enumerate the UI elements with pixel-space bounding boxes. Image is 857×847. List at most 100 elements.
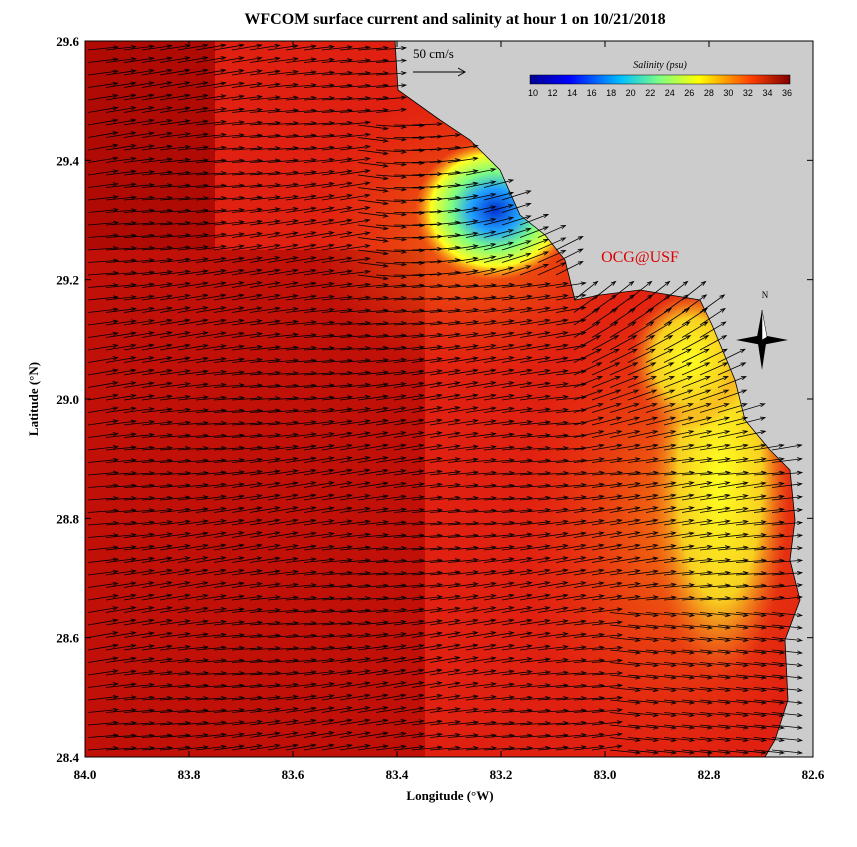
current-arrow [267, 506, 299, 513]
current-arrow [429, 418, 461, 426]
current-arrow [141, 657, 173, 663]
current-arrow [519, 618, 551, 626]
current-arrow [717, 724, 750, 730]
current-arrow [87, 643, 119, 651]
current-arrow [141, 68, 173, 76]
current-arrow [375, 744, 407, 751]
current-arrow [375, 632, 407, 638]
current-arrow [357, 706, 389, 713]
current-arrow [375, 83, 408, 88]
current-arrow [159, 519, 191, 526]
current-arrow [213, 81, 245, 88]
current-arrow [447, 431, 479, 438]
current-arrow [87, 356, 119, 363]
current-arrow [159, 632, 191, 638]
current-arrow [177, 395, 210, 401]
current-arrow [321, 645, 354, 651]
current-arrow [627, 389, 658, 401]
current-arrow [501, 445, 534, 451]
current-arrow [321, 519, 353, 526]
current-arrow [375, 607, 408, 613]
current-arrow [717, 699, 750, 705]
current-arrow [609, 737, 642, 743]
current-arrow [663, 376, 694, 388]
current-arrow [447, 470, 480, 476]
current-arrow [681, 493, 713, 501]
current-arrow [483, 557, 515, 563]
current-arrow [699, 662, 732, 668]
current-arrow [393, 431, 425, 438]
current-arrow [87, 343, 119, 351]
current-arrow [753, 494, 785, 501]
current-arrow [141, 368, 173, 376]
current-arrow [249, 518, 281, 526]
current-arrow [321, 731, 353, 738]
current-arrow [141, 631, 173, 638]
current-arrow [591, 556, 623, 563]
current-arrow [195, 494, 227, 501]
current-arrow [447, 144, 479, 151]
current-arrow [753, 749, 786, 755]
current-arrow [375, 357, 408, 363]
current-arrow [375, 249, 408, 254]
current-arrow [393, 443, 425, 451]
current-arrow [717, 430, 749, 438]
current-arrow [681, 674, 714, 680]
current-arrow [573, 594, 605, 601]
current-arrow [177, 581, 209, 588]
current-arrow [249, 219, 281, 226]
current-arrow [375, 137, 408, 142]
colorbar-tick-label: 36 [782, 88, 792, 98]
current-arrow [699, 558, 732, 563]
current-arrow [663, 335, 692, 351]
current-arrow [519, 581, 551, 588]
current-arrow [501, 190, 532, 201]
current-arrow [429, 482, 462, 488]
current-arrow [105, 356, 137, 363]
current-arrow [177, 43, 209, 51]
current-arrow [645, 674, 678, 680]
current-arrow [159, 44, 191, 51]
colorbar-tick-label: 28 [704, 88, 714, 98]
current-arrow [321, 231, 353, 238]
current-arrow [375, 731, 407, 738]
current-arrow [753, 649, 786, 655]
current-arrow [447, 256, 479, 263]
current-arrow [213, 732, 245, 738]
current-arrow [159, 56, 191, 63]
current-arrow [591, 543, 623, 551]
current-arrow [249, 445, 281, 451]
current-arrow [411, 495, 444, 501]
current-arrow [141, 170, 174, 176]
current-arrow [321, 295, 353, 301]
current-arrow [627, 582, 659, 588]
current-arrow [321, 45, 353, 51]
current-arrow [753, 637, 786, 643]
current-arrow [447, 570, 479, 576]
current-arrow [411, 631, 443, 638]
current-arrow [159, 644, 191, 651]
current-arrow [249, 506, 281, 513]
current-arrow [555, 556, 587, 563]
current-arrow [573, 389, 604, 401]
current-arrow [573, 280, 599, 301]
current-arrow [249, 82, 281, 88]
current-arrow [339, 382, 372, 388]
current-arrow [87, 319, 119, 326]
current-arrow [411, 668, 443, 676]
current-arrow [483, 606, 515, 613]
current-arrow [537, 237, 567, 251]
current-arrow [609, 687, 642, 693]
current-arrow [339, 657, 371, 663]
current-arrow [87, 45, 120, 51]
current-arrow [141, 106, 173, 113]
current-arrow [411, 719, 443, 726]
current-arrow [735, 533, 768, 538]
current-arrow [411, 732, 443, 738]
current-arrow [177, 81, 209, 88]
current-arrow [267, 182, 299, 188]
current-arrow [627, 531, 659, 538]
current-arrow [519, 556, 551, 563]
current-arrow [87, 545, 120, 551]
current-arrow [573, 556, 605, 563]
